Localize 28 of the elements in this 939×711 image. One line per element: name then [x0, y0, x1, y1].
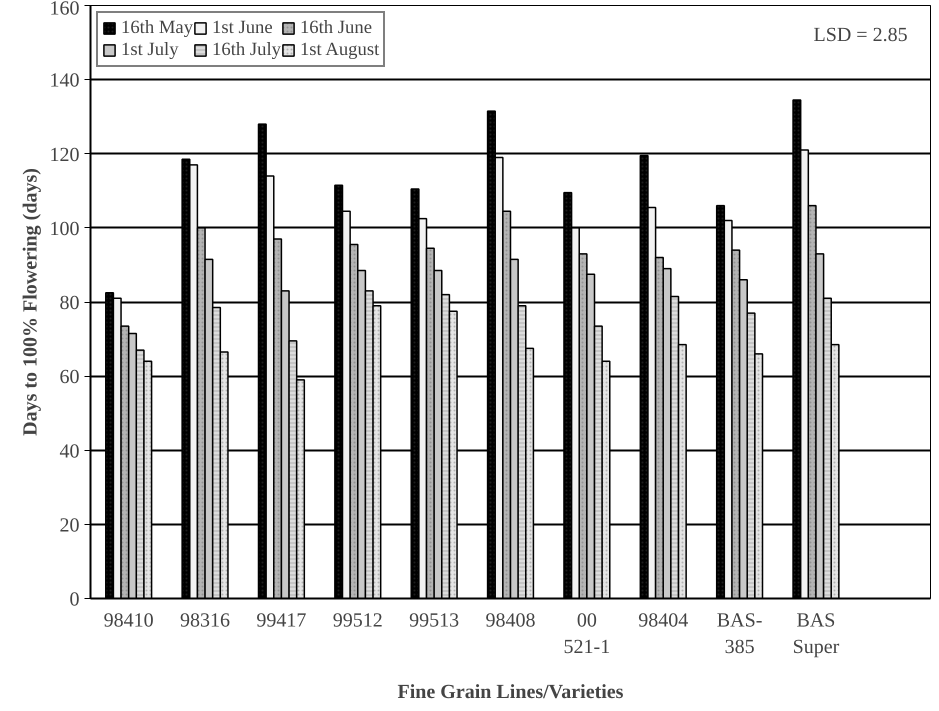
x-tick-label: BAS Super: [792, 610, 840, 658]
y-tick-label: 140: [50, 70, 80, 92]
x-tick-label: 98408: [486, 610, 536, 632]
y-tick-label: 0: [70, 588, 80, 610]
y-tick-label: 100: [50, 218, 80, 240]
x-tick-label: 99512: [332, 610, 383, 632]
y-tick-label: 20: [60, 514, 80, 536]
x-tick-label: BAS-385: [716, 610, 762, 658]
legend-label: 16th May: [121, 17, 194, 39]
y-tick-label: 80: [60, 292, 80, 314]
y-tick-label: 120: [50, 144, 80, 166]
legend-label: 16th June: [300, 17, 372, 39]
legend-label: 1st June: [212, 17, 273, 39]
x-tick-label: 99513: [409, 610, 460, 632]
legend-label: 1st July: [121, 39, 179, 61]
x-axis-title: Fine Grain Lines/Varieties: [398, 680, 624, 703]
y-tick-label: 40: [60, 440, 80, 462]
y-tick-label: 160: [50, 0, 80, 20]
legend-label: 16th July: [212, 39, 281, 61]
y-axis-title: Days to 100% Flowering (days): [20, 168, 42, 436]
annotation: LSD = 2.85: [814, 24, 908, 46]
x-tick-label: 98410: [104, 610, 154, 632]
legend-label: 1st August: [300, 39, 380, 61]
x-tick-label: 98316: [180, 610, 230, 632]
x-tick-label: 99417: [256, 610, 306, 632]
y-tick-label: 60: [60, 366, 80, 388]
x-tick-label: 98404: [638, 610, 688, 632]
x-tick-label: 00 521-1: [564, 610, 610, 658]
